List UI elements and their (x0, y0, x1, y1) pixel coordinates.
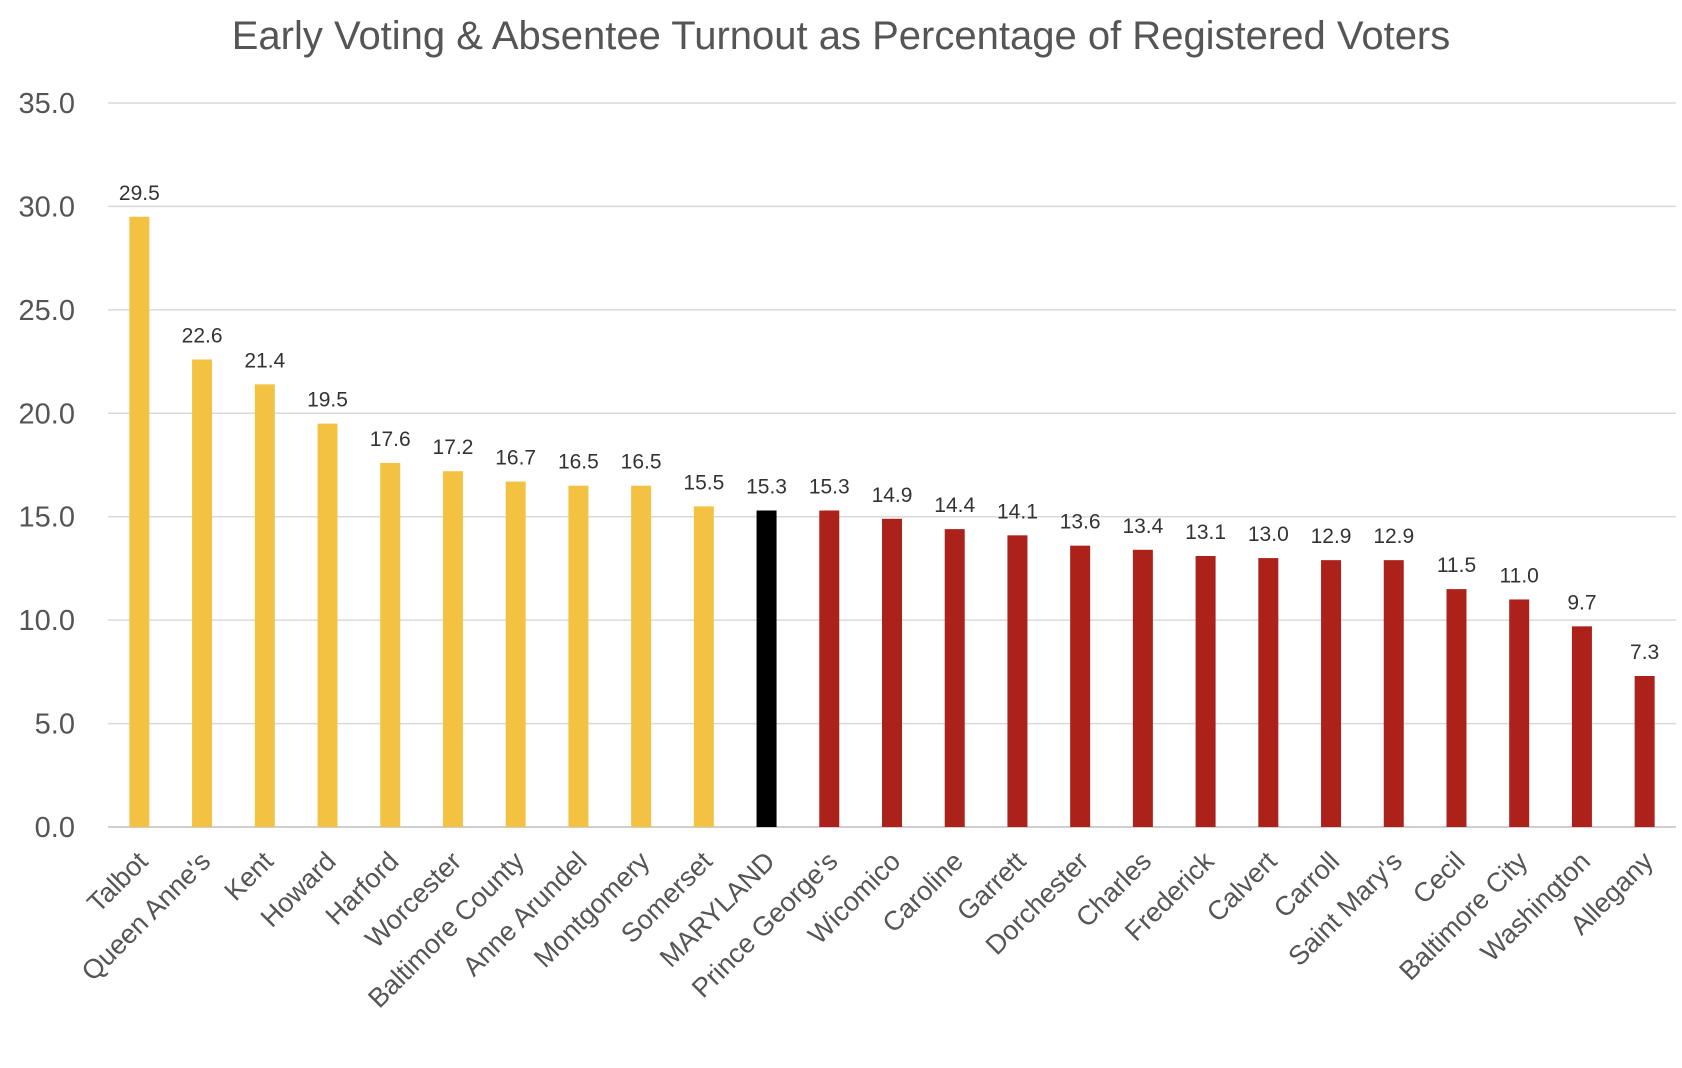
data-label: 15.3 (746, 476, 787, 499)
data-label: 13.6 (1060, 511, 1101, 534)
data-label: 15.5 (683, 471, 724, 494)
data-label: 12.9 (1373, 525, 1414, 548)
data-label: 15.3 (809, 476, 850, 499)
bar (1132, 549, 1153, 827)
data-label: 12.9 (1311, 525, 1352, 548)
bar (568, 485, 589, 827)
bar (1195, 556, 1216, 827)
bar (819, 510, 840, 827)
data-label: 21.4 (244, 349, 285, 372)
bar (254, 384, 275, 827)
data-label: 14.9 (872, 484, 913, 507)
y-tick-label: 35.0 (19, 88, 75, 120)
bar (944, 529, 965, 827)
bar (192, 359, 213, 827)
data-label: 14.4 (934, 494, 975, 517)
data-label: 16.5 (621, 451, 662, 474)
bar (631, 485, 652, 827)
data-label: 17.6 (370, 428, 411, 451)
data-label: 14.1 (997, 500, 1038, 523)
data-label: 13.0 (1248, 523, 1289, 546)
data-label: 11.5 (1437, 554, 1476, 577)
y-tick-label: 15.0 (19, 502, 75, 534)
data-label: 11.0 (1500, 564, 1539, 587)
y-tick-label: 25.0 (19, 295, 75, 327)
y-tick-label: 0.0 (35, 812, 75, 844)
bar (442, 471, 463, 827)
bar (882, 518, 902, 827)
data-label: 9.7 (1567, 591, 1596, 614)
bar (129, 216, 150, 827)
data-label: 13.1 (1185, 521, 1226, 544)
bar (1571, 626, 1592, 827)
bar (1446, 589, 1467, 827)
bars (129, 216, 1655, 827)
y-tick-label: 5.0 (35, 709, 75, 741)
bar (1070, 545, 1091, 827)
bar (380, 462, 401, 827)
y-tick-label: 10.0 (19, 605, 75, 637)
data-label: 19.5 (307, 389, 348, 412)
chart-title: Early Voting & Absentee Turnout as Perce… (231, 14, 1451, 58)
y-tick-label: 30.0 (19, 191, 75, 223)
bar (1321, 560, 1342, 827)
data-label: 16.5 (558, 451, 599, 474)
bar (1007, 535, 1028, 827)
bar (317, 423, 338, 827)
data-labels: 29.5 22.6 21.4 19.5 17.6 17.2 16.7 16.5 16.5 15.5… (119, 182, 1659, 664)
data-label: 13.4 (1122, 515, 1163, 538)
bar (1509, 599, 1530, 827)
bar (505, 481, 526, 827)
bar (1634, 675, 1655, 827)
data-label: 22.6 (182, 325, 223, 348)
bar (756, 510, 777, 827)
bar (693, 506, 714, 827)
data-label: 29.5 (119, 182, 160, 205)
bar (1383, 560, 1404, 827)
data-label: 7.3 (1630, 641, 1659, 664)
bar (1258, 558, 1279, 827)
y-axis-ticks: 0.0 5.0 10.0 15.0 20.0 25.0 30.0 35.0 (19, 88, 75, 844)
data-label: 17.2 (433, 436, 474, 459)
data-label: 16.7 (495, 447, 536, 470)
x-tick-label: Calvert (1201, 846, 1283, 928)
y-tick-label: 20.0 (19, 398, 75, 430)
